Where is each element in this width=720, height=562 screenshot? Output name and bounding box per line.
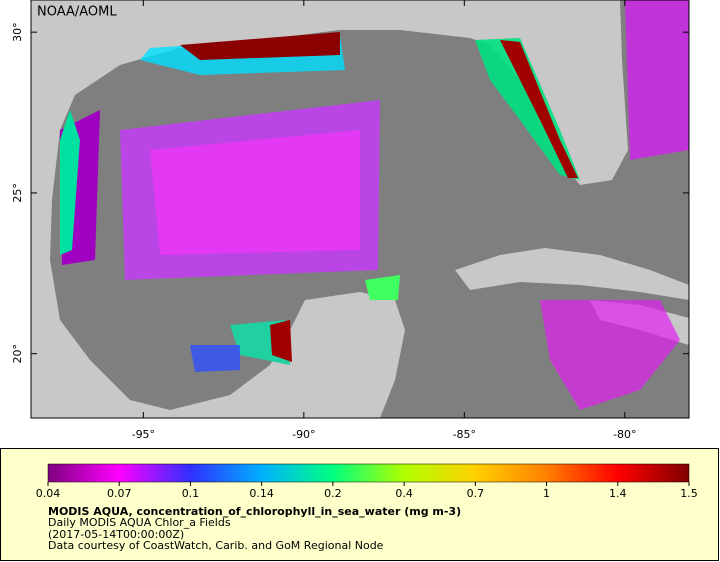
colorbar-tick-label: 0.04 (36, 487, 61, 500)
legend-line: Data courtesy of CoastWatch, Carib. and … (48, 539, 384, 552)
land-cuba (455, 248, 689, 300)
colorbar-tick-label: 0.07 (107, 487, 132, 500)
colorbar-tick-label: 0.4 (395, 487, 413, 500)
colorbar-tick-label: 0.1 (182, 487, 200, 500)
colorbar (47, 463, 690, 483)
land-mexico (31, 130, 405, 418)
colorbar-tick-label: 0.2 (324, 487, 342, 500)
colorbar-tick-label: 0.7 (467, 487, 485, 500)
y-tick-label: 25° (11, 183, 24, 203)
legend-line: (2017-05-14T00:00:00Z) (48, 528, 184, 541)
colorbar-tick-label: 1.4 (609, 487, 627, 500)
chlorophyll-coast (180, 32, 340, 60)
map-frame (30, 0, 690, 419)
map (31, 0, 689, 418)
y-tick-label: 20° (11, 344, 24, 364)
colorbar-tick-label: 0.14 (249, 487, 274, 500)
x-tick-label: -90° (292, 428, 315, 441)
colorbar-tick-label: 1.5 (680, 487, 698, 500)
chlorophyll-patch (60, 110, 80, 255)
y-tick-label: 30° (11, 22, 24, 42)
x-tick-label: -80° (613, 428, 636, 441)
legend-title: MODIS AQUA, concentration_of_chlorophyll… (48, 505, 461, 518)
chlorophyll-patch (150, 130, 360, 255)
chlorophyll-patch (365, 275, 400, 300)
chlorophyll-patch (540, 300, 680, 410)
chlorophyll-coast (270, 320, 292, 362)
chlorophyll-coast (500, 40, 578, 178)
x-tick-label: -85° (453, 428, 476, 441)
legend-line: Daily MODIS AQUA Chlor_a Fields (48, 516, 231, 529)
chlorophyll-patch (190, 345, 240, 372)
colorbar-tick-label: 1 (543, 487, 550, 500)
chlorophyll-patch (625, 0, 689, 160)
credit: NOAA/AOML (37, 5, 117, 20)
x-tick-label: -95° (132, 428, 155, 441)
